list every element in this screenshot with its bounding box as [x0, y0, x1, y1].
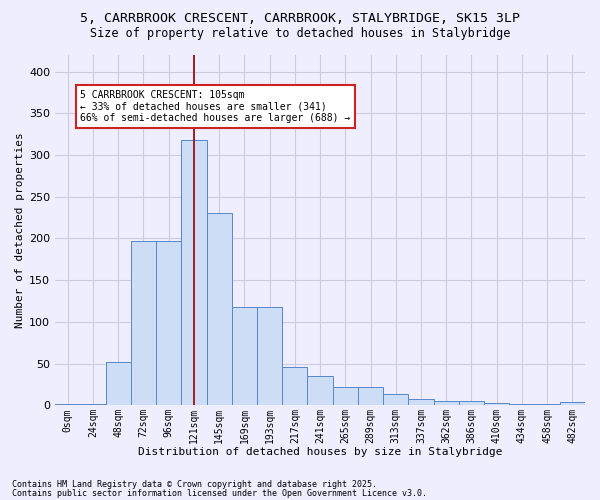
Bar — [257, 307, 282, 406]
Bar — [484, 403, 509, 406]
Text: Contains public sector information licensed under the Open Government Licence v3: Contains public sector information licen… — [12, 489, 427, 498]
X-axis label: Distribution of detached houses by size in Stalybridge: Distribution of detached houses by size … — [138, 448, 502, 458]
Bar — [282, 367, 307, 406]
Bar — [459, 401, 484, 406]
Bar — [332, 387, 358, 406]
Bar — [434, 401, 459, 406]
Bar — [307, 376, 332, 406]
Bar — [509, 404, 535, 406]
Bar — [156, 241, 181, 406]
Bar — [206, 214, 232, 406]
Bar — [383, 394, 409, 406]
Bar — [409, 398, 434, 406]
Y-axis label: Number of detached properties: Number of detached properties — [15, 132, 25, 328]
Bar — [358, 387, 383, 406]
Bar — [80, 404, 106, 406]
Bar — [535, 404, 560, 406]
Bar — [106, 362, 131, 406]
Bar — [131, 241, 156, 406]
Bar — [560, 402, 585, 406]
Text: Size of property relative to detached houses in Stalybridge: Size of property relative to detached ho… — [90, 28, 510, 40]
Bar — [232, 307, 257, 406]
Text: 5, CARRBROOK CRESCENT, CARRBROOK, STALYBRIDGE, SK15 3LP: 5, CARRBROOK CRESCENT, CARRBROOK, STALYB… — [80, 12, 520, 26]
Bar — [55, 404, 80, 406]
Bar — [181, 140, 206, 406]
Text: 5 CARRBROOK CRESCENT: 105sqm
← 33% of detached houses are smaller (341)
66% of s: 5 CARRBROOK CRESCENT: 105sqm ← 33% of de… — [80, 90, 350, 123]
Text: Contains HM Land Registry data © Crown copyright and database right 2025.: Contains HM Land Registry data © Crown c… — [12, 480, 377, 489]
